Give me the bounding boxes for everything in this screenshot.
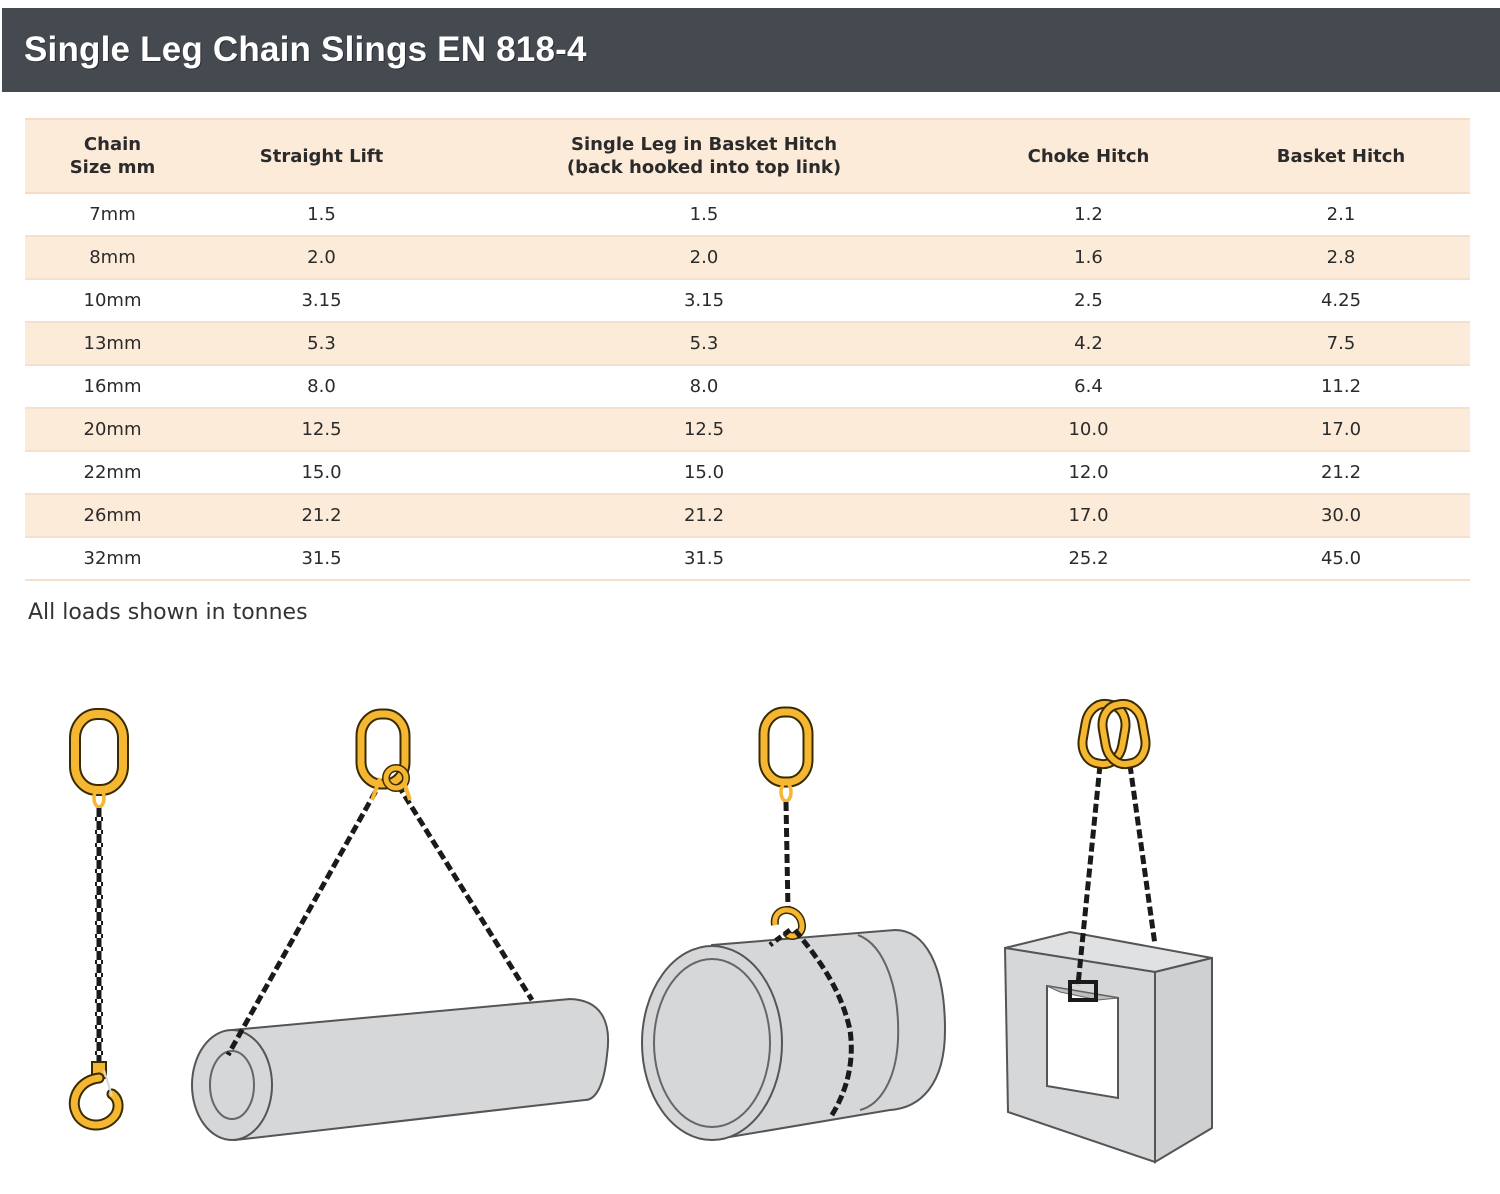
table-cell: 15.0 — [443, 451, 965, 495]
table-cell: 1.2 — [965, 193, 1212, 237]
column-header: Basket Hitch — [1212, 118, 1470, 194]
table-cell: 16mm — [25, 365, 200, 409]
table-cell: 2.5 — [965, 279, 1212, 323]
table-cell: 31.5 — [443, 537, 965, 581]
table-row: 16mm 8.0 8.0 6.4 11.2 — [25, 365, 1470, 409]
column-header: Choke Hitch — [965, 118, 1212, 194]
table-cell: 8.0 — [200, 365, 443, 409]
table-cell: 20mm — [25, 408, 200, 452]
table-cell: 21.2 — [1212, 451, 1470, 495]
table-cell: 7.5 — [1212, 322, 1470, 366]
load-table: Chain Size mm Straight Lift Single Leg i… — [25, 118, 1470, 581]
table-cell: 25.2 — [965, 537, 1212, 581]
column-header: Chain Size mm — [25, 118, 200, 194]
table-cell: 8mm — [25, 236, 200, 280]
table-row: 26mm 21.2 21.2 17.0 30.0 — [25, 494, 1470, 538]
table-row: 32mm 31.5 31.5 25.2 45.0 — [25, 537, 1470, 581]
table-cell: 2.0 — [443, 236, 965, 280]
table-cell: 3.15 — [443, 279, 965, 323]
table-cell: 32mm — [25, 537, 200, 581]
table-row: 20mm 12.5 12.5 10.0 17.0 — [25, 408, 1470, 452]
units-note: All loads shown in tonnes — [28, 600, 308, 625]
table-row: 8mm 2.0 2.0 1.6 2.8 — [25, 236, 1470, 280]
table-cell: 2.0 — [200, 236, 443, 280]
table-cell: 45.0 — [1212, 537, 1470, 581]
table-cell: 12.5 — [443, 408, 965, 452]
table-cell: 8.0 — [443, 365, 965, 409]
title-bar: Single Leg Chain Slings EN 818-4 — [2, 8, 1500, 92]
sling-through-square-block-icon — [1003, 698, 1213, 1164]
table-cell: 4.2 — [965, 322, 1212, 366]
column-header: Straight Lift — [200, 118, 443, 194]
table-cell: 22mm — [25, 451, 200, 495]
straight-lift-icon — [68, 708, 129, 1131]
page-title: Single Leg Chain Slings EN 818-4 — [24, 30, 587, 69]
table-cell: 26mm — [25, 494, 200, 538]
table-cell: 5.3 — [200, 322, 443, 366]
sling-choked-around-cylinder-icon — [641, 706, 947, 1142]
table-cell: 21.2 — [200, 494, 443, 538]
table-cell: 17.0 — [965, 494, 1212, 538]
table-cell: 12.5 — [200, 408, 443, 452]
table-cell: 11.2 — [1212, 365, 1470, 409]
table-cell: 1.5 — [200, 193, 443, 237]
table-cell: 2.1 — [1212, 193, 1470, 237]
table-cell: 2.8 — [1212, 236, 1470, 280]
table-cell: 12.0 — [965, 451, 1212, 495]
table-cell: 17.0 — [1212, 408, 1470, 452]
sling-over-pipe-icon — [191, 708, 609, 1142]
table-row: 13mm 5.3 5.3 4.2 7.5 — [25, 322, 1470, 366]
table-cell: 4.25 — [1212, 279, 1470, 323]
table-cell: 3.15 — [200, 279, 443, 323]
sling-illustrations — [68, 698, 1213, 1164]
table-header-row: Chain Size mm Straight Lift Single Leg i… — [25, 118, 1470, 194]
table-cell: 6.4 — [965, 365, 1212, 409]
table-cell: 5.3 — [443, 322, 965, 366]
table-row: 22mm 15.0 15.0 12.0 21.2 — [25, 451, 1470, 495]
table-cell: 13mm — [25, 322, 200, 366]
table-cell: 21.2 — [443, 494, 965, 538]
table-row: 7mm 1.5 1.5 1.2 2.1 — [25, 193, 1470, 237]
table-cell: 10mm — [25, 279, 200, 323]
table-cell: 31.5 — [200, 537, 443, 581]
table-cell: 1.6 — [965, 236, 1212, 280]
table-cell: 30.0 — [1212, 494, 1470, 538]
column-header: Single Leg in Basket Hitch (back hooked … — [443, 118, 965, 194]
table-cell: 15.0 — [200, 451, 443, 495]
table-cell: 10.0 — [965, 408, 1212, 452]
table-cell: 1.5 — [443, 193, 965, 237]
table-cell: 7mm — [25, 193, 200, 237]
table-row: 10mm 3.15 3.15 2.5 4.25 — [25, 279, 1470, 323]
